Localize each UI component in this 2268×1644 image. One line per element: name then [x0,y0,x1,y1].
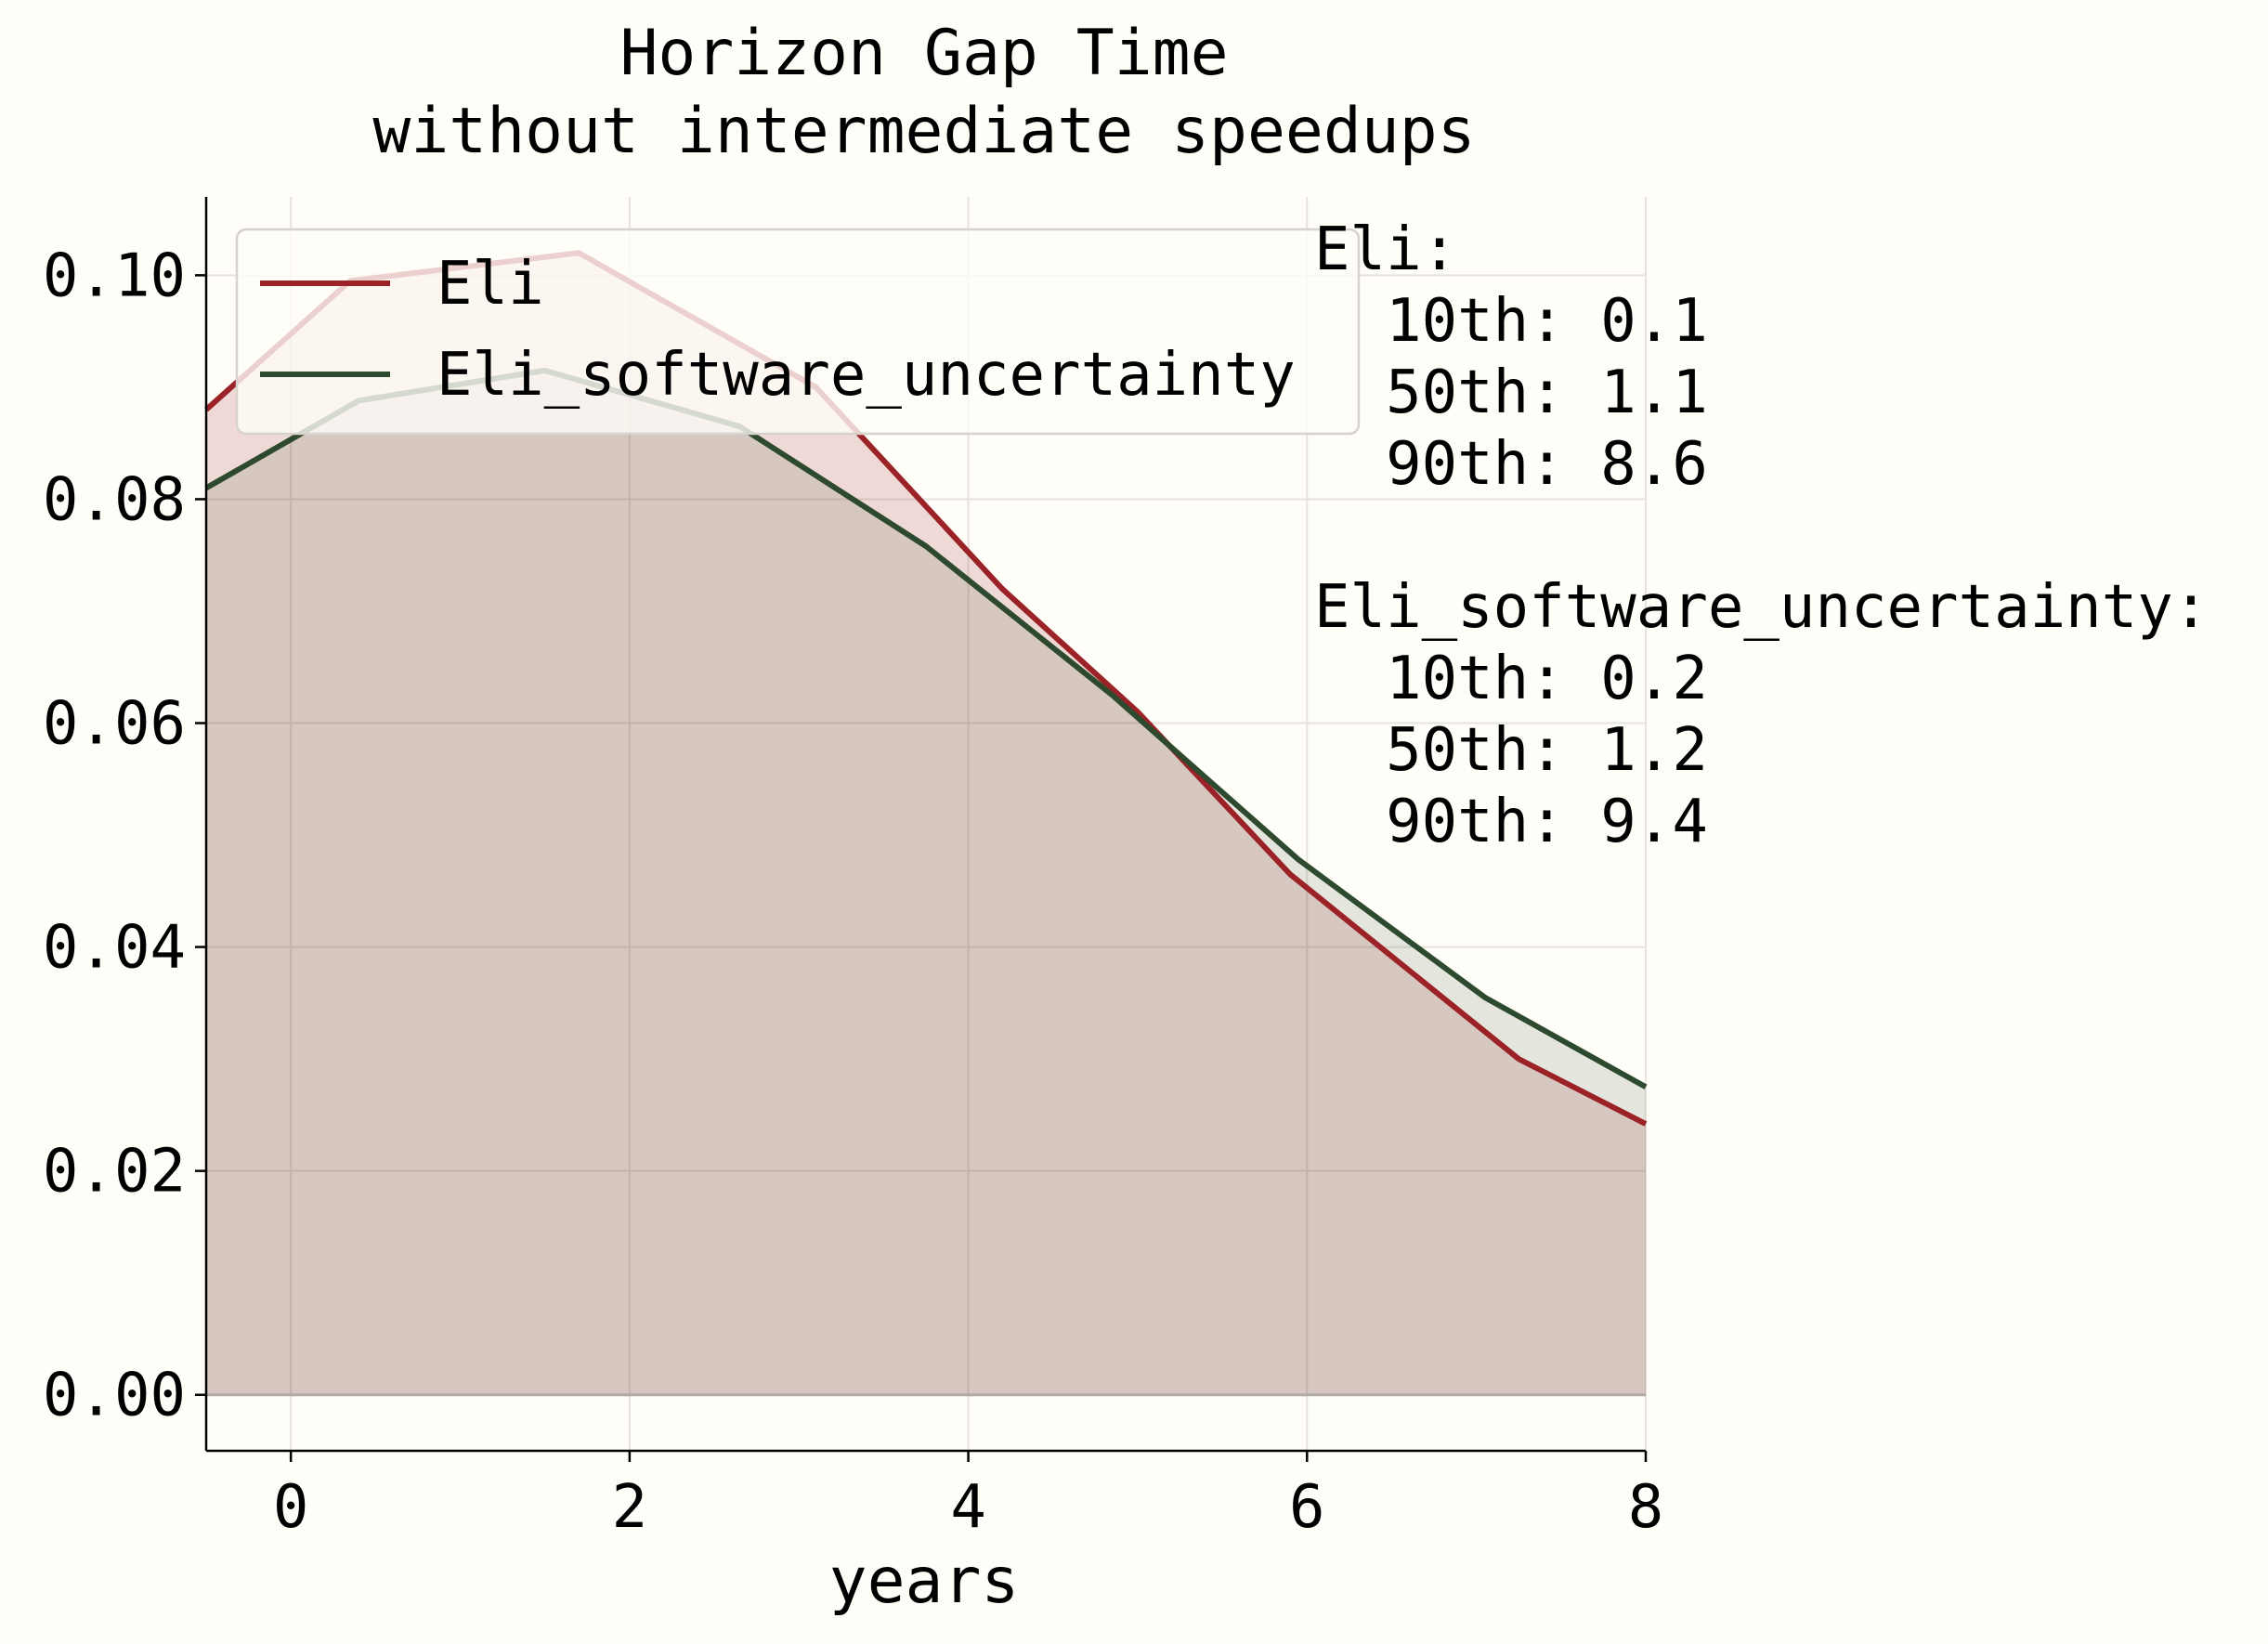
chart-title: Horizon Gap Time [619,17,1228,90]
y-tick-label: 0.00 [43,1362,186,1430]
y-tick-label: 0.04 [43,914,186,983]
annotation-line: Eli_software_uncertainty: [1314,573,2209,642]
annotation-line: 50th: 1.2 [1314,716,1708,785]
legend-label-2: Eli_software_uncertainty [437,341,1296,410]
y-tick-label: 0.02 [43,1138,186,1207]
y-tick-label: 0.08 [43,465,186,534]
x-tick-label: 2 [612,1473,648,1542]
annotation-line: 90th: 8.6 [1314,430,1708,499]
legend-label-1: Eli [437,250,544,319]
chart-subtitle: without intermediate speedups [372,95,1475,168]
y-tick-label: 0.10 [43,241,186,310]
annotation-line: 10th: 0.1 [1314,287,1708,356]
x-axis-label: years [829,1545,1020,1618]
x-tick-label: 4 [950,1473,986,1542]
x-tick-label: 6 [1289,1473,1325,1542]
tick-labels: 0 2 4 6 8 0.00 0.02 0.04 0.06 0.08 0.10 [43,241,1663,1542]
series-areas [206,253,1646,1397]
axes [195,197,1648,1462]
legend: Eli Eli_software_uncertainty [235,228,1361,436]
annotation-line: 50th: 1.1 [1314,359,1708,427]
annotation-line: 10th: 0.2 [1314,645,1708,713]
legend-box [235,228,1361,436]
x-tick-label: 8 [1628,1473,1664,1542]
series-area-1 [206,253,1646,1395]
annotation-line: 90th: 9.4 [1314,788,1708,856]
x-tick-label: 0 [273,1473,309,1542]
percentile-annotation: Eli: 10th: 0.1 50th: 1.1 90th: 8.6 Eli_so… [1314,215,2209,856]
annotation-line: Eli: [1314,215,1457,284]
y-tick-label: 0.06 [43,690,186,759]
series-area-2 [206,370,1646,1395]
